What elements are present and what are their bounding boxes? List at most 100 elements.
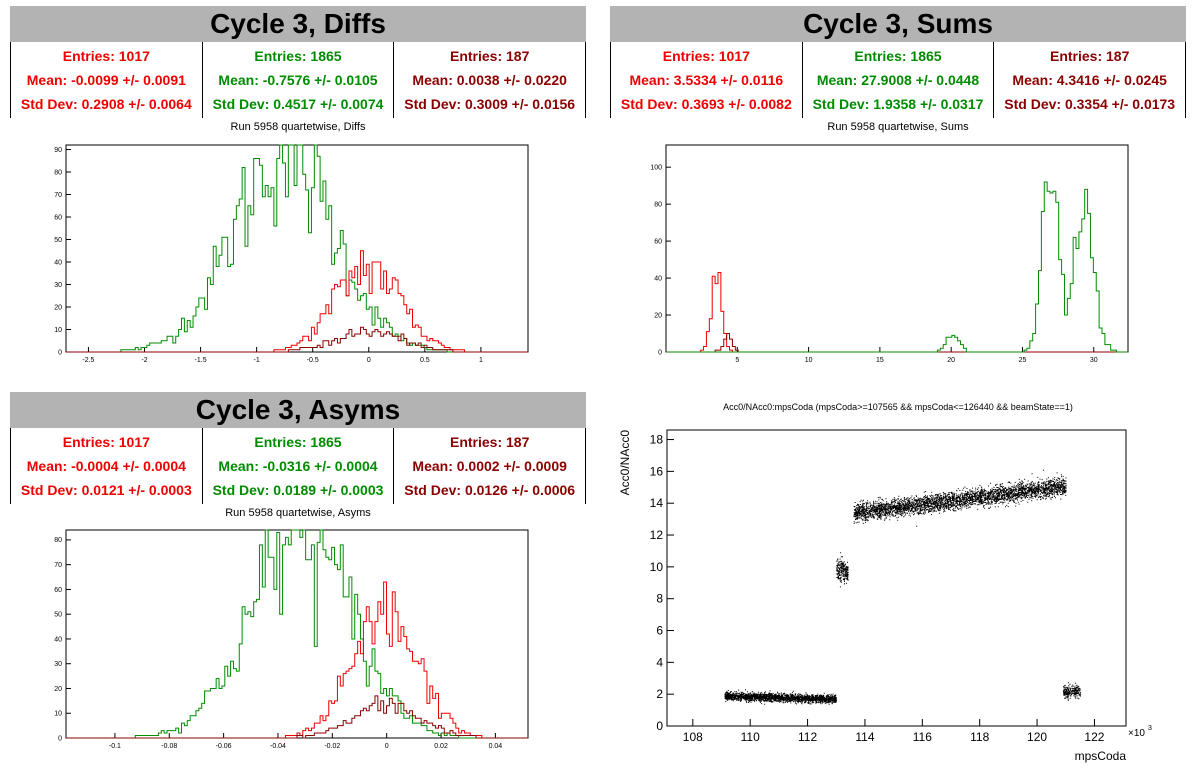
diffs-caption: Run 5958 quartetwise, Diffs xyxy=(230,121,366,133)
histogram-series-red xyxy=(66,581,528,739)
y-tick-label: 80 xyxy=(654,201,662,208)
y-tick-label: 80 xyxy=(54,169,62,176)
x-axis-label: mpsCoda xyxy=(1075,749,1127,763)
std-text: Std Dev: 0.3354 +/- 0.0173 xyxy=(1004,96,1176,112)
mean-text: Mean: -0.0004 +/- 0.0004 xyxy=(26,458,186,474)
x-tick-label: 15 xyxy=(876,357,884,364)
stats-col: Entries: 1017 Mean: 3.5334 +/- 0.0116 Std … xyxy=(611,42,803,118)
histogram-series-green xyxy=(66,144,528,353)
std-text: Std Dev: 1.9358 +/- 0.0317 xyxy=(812,96,984,112)
x-tick-label: -0.08 xyxy=(161,743,177,750)
y-tick-label: 90 xyxy=(54,147,62,154)
y-axis-label: Acc0/NAcc0 xyxy=(618,430,632,496)
x-tick-label: -0.06 xyxy=(216,743,232,750)
y-tick-label: 20 xyxy=(654,312,662,319)
stats-col: Entries: 1865 Mean: 27.9008 +/- 0.0448 Std… xyxy=(803,42,995,118)
x-tick-label: 108 xyxy=(683,730,703,744)
x-tick-label: -0.02 xyxy=(324,743,340,750)
x-tick-label: -1 xyxy=(254,357,260,364)
x-tick-label: -2.5 xyxy=(82,357,94,364)
mean-text: Mean: 27.9008 +/- 0.0448 xyxy=(816,72,980,88)
entries-text: Entries: 1017 xyxy=(62,48,150,64)
y-tick-label: 30 xyxy=(54,282,62,289)
x-tick-label: 110 xyxy=(741,730,760,744)
histogram-series-red xyxy=(666,272,1128,353)
y-tick-label: 70 xyxy=(54,192,62,199)
y-tick-label: 0 xyxy=(58,349,62,356)
stats-col: Entries: 187 Mean: 4.3416 +/- 0.0245 Std D… xyxy=(994,42,1185,118)
entries-text: Entries: 187 xyxy=(1049,48,1130,64)
y-tick-label: 20 xyxy=(54,304,62,311)
x-tick-label: 20 xyxy=(947,357,955,364)
x-tick-label: -1.5 xyxy=(195,357,207,364)
mean-text: Mean: -0.0316 +/- 0.0004 xyxy=(218,458,378,474)
x-tick-label: 118 xyxy=(970,730,989,744)
plot-frame xyxy=(65,529,529,739)
histogram-series-darkred xyxy=(66,326,528,353)
scatter-plot: 108 110 112 114 116 118 120 122 0 2 4 6 8 10 12 14 16 18 m… xyxy=(618,429,1152,763)
std-text: Std Dev: 0.0121 +/- 0.0003 xyxy=(20,482,192,498)
entries-text: Entries: 1865 xyxy=(254,434,342,450)
stats-col: Entries: 1865 Mean: -0.7576 +/- 0.0105 Std… xyxy=(203,42,395,118)
y-tick-label: 40 xyxy=(54,636,62,643)
stats-col: Entries: 187 Mean: 0.0038 +/- 0.0220 Std D… xyxy=(394,42,585,118)
x-tick-label: 5 xyxy=(735,357,739,364)
y-tick-label: 8 xyxy=(656,592,663,606)
x-tick-label: 120 xyxy=(1027,730,1047,744)
x-tick-label: 0.04 xyxy=(489,743,503,750)
y-tick-label: 0 xyxy=(58,735,62,742)
x-axis-exponent-power: 3 xyxy=(1148,725,1152,732)
mean-text: Mean: -0.7576 +/- 0.0105 xyxy=(218,72,378,88)
entries-text: Entries: 1017 xyxy=(62,434,150,450)
asyms-caption: Run 5958 quartetwise, Asyms xyxy=(225,507,371,519)
entries-text: Entries: 1865 xyxy=(854,48,942,64)
x-tick-label: 25 xyxy=(1019,357,1027,364)
y-tick-label: 10 xyxy=(54,327,62,334)
x-tick-label: 10 xyxy=(805,357,813,364)
entries-text: Entries: 1017 xyxy=(662,48,750,64)
histogram-series-green xyxy=(666,181,1128,353)
stats-col: Entries: 1017 Mean: -0.0004 +/- 0.0004 Std… xyxy=(11,428,203,504)
y-tick-label: 6 xyxy=(656,624,663,638)
std-text: Std Dev: 0.0189 +/- 0.0003 xyxy=(212,482,384,498)
x-tick-label: -0.1 xyxy=(109,743,121,750)
y-tick-label: 18 xyxy=(650,433,664,447)
sums-histogram: 5 10 15 20 25 30 0 20 40 60 80 100 xyxy=(650,144,1129,364)
y-tick-label: 100 xyxy=(650,165,662,172)
diffs-title: Cycle 3, Diffs xyxy=(10,6,586,42)
y-tick-label: 40 xyxy=(654,275,662,282)
asyms-histogram: -0.1 -0.08 -0.06 -0.04 -0.02 0 0.02 0.04 0 10 20 30… xyxy=(54,529,529,750)
x-tick-label: 1 xyxy=(479,357,483,364)
x-tick-label: 112 xyxy=(798,730,817,744)
std-text: Std Dev: 0.2908 +/- 0.0064 xyxy=(20,96,192,112)
y-tick-label: 0 xyxy=(658,349,662,356)
y-tick-label: 10 xyxy=(650,560,664,574)
y-tick-label: 30 xyxy=(54,661,62,668)
mean-text: Mean: -0.0099 +/- 0.0091 xyxy=(26,72,186,88)
x-tick-label: 30 xyxy=(1090,357,1098,364)
y-tick-label: 50 xyxy=(54,612,62,619)
x-tick-label: 116 xyxy=(913,730,932,744)
x-tick-label: 122 xyxy=(1084,730,1104,744)
mean-text: Mean: 4.3416 +/- 0.0245 xyxy=(1012,72,1167,88)
std-text: Std Dev: 0.4517 +/- 0.0074 xyxy=(212,96,384,112)
asyms-title: Cycle 3, Asyms xyxy=(10,392,586,428)
y-tick-label: 10 xyxy=(54,711,62,718)
entries-text: Entries: 1865 xyxy=(254,48,342,64)
sums-stats-box: Entries: 1017 Mean: 3.5334 +/- 0.0116 Std … xyxy=(610,42,1186,118)
plot-frame xyxy=(666,429,1127,727)
y-tick-label: 60 xyxy=(54,587,62,594)
y-tick-label: 16 xyxy=(650,464,664,478)
scatter-points xyxy=(724,469,1081,705)
y-tick-label: 20 xyxy=(54,686,62,693)
x-tick-label: 0.5 xyxy=(420,357,430,364)
histogram-series-red xyxy=(66,250,528,353)
y-tick-label: 70 xyxy=(54,562,62,569)
std-text: Std Dev: 0.3009 +/- 0.0156 xyxy=(404,96,576,112)
stats-col: Entries: 1017 Mean: -0.0099 +/- 0.0091 Std… xyxy=(11,42,203,118)
y-tick-label: 2 xyxy=(656,687,663,701)
y-tick-label: 60 xyxy=(54,214,62,221)
y-tick-label: 12 xyxy=(650,528,664,542)
x-tick-label: 0 xyxy=(367,357,371,364)
